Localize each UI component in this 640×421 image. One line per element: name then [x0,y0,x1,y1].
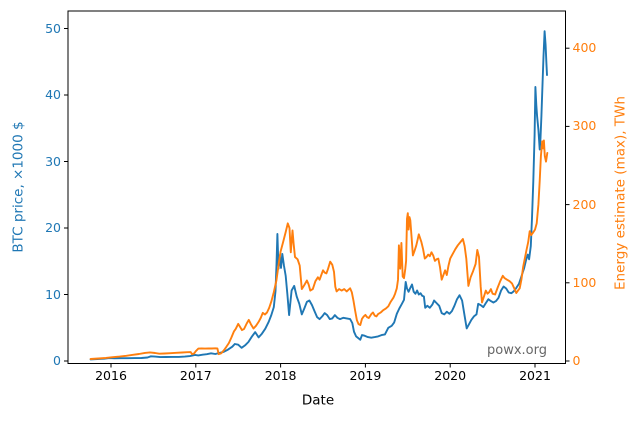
left-tick-label: 20 [45,219,61,235]
left-tick-label: 30 [45,153,61,169]
x-tick-label: 2018 [264,368,297,383]
x-axis-label: Date [301,392,335,409]
left-tick-label: 50 [45,20,61,36]
x-tick-label: 2021 [519,368,551,383]
watermark-text: powx.org [487,343,547,358]
x-tick-label: 2017 [179,368,212,383]
energy-estimate-line [89,139,549,360]
x-tick-label: 2019 [349,368,382,383]
left-tick-label: 10 [45,286,61,302]
right-tick-label: 400 [572,39,597,55]
right-tick-label: 0 [572,352,581,368]
btc-price-line [89,30,548,361]
plot-spines [67,10,566,364]
x-tick-label: 2016 [95,368,127,383]
right-tick-label: 200 [572,196,597,212]
right-tick-label: 100 [572,274,597,290]
left-tick-label: 40 [45,86,61,102]
x-tick-label: 2020 [434,368,467,383]
right-tick-label: 300 [572,118,597,134]
right-axis-label: Energy estimate (max), TWh [612,96,629,290]
left-axis-label: BTC price, ×1000 $ [10,121,27,253]
left-tick-label: 0 [53,352,61,368]
